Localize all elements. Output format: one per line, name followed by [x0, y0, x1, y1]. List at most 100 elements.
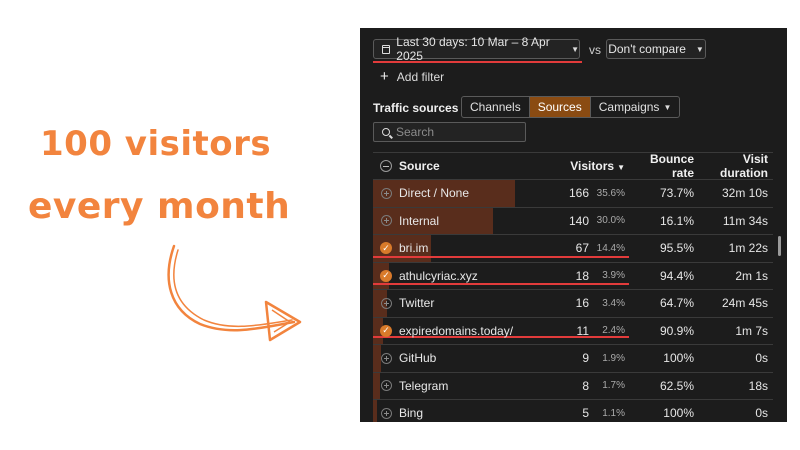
- source-name[interactable]: Direct / None: [399, 186, 470, 201]
- annotation-line-2: every month: [28, 186, 291, 227]
- table-row[interactable]: ✓ expiredomains.today/11 2.4% 90.9% 1m 7s: [373, 317, 773, 345]
- sources-table: Source Visitors ▼ Bounce rate Visit durat…: [373, 152, 773, 422]
- visitors-count: 140: [568, 213, 589, 228]
- visit-duration: 1m 7s: [735, 323, 768, 338]
- tab-campaigns-label: Campaigns: [598, 100, 660, 114]
- visitor-share-bar: [373, 372, 380, 399]
- source-name[interactable]: expiredomains.today/: [399, 323, 514, 338]
- traffic-panel: Last 30 days: 10 Mar – 8 Apr 2025 ▼ vs D…: [360, 28, 787, 422]
- source-name[interactable]: Internal: [399, 213, 440, 228]
- visitors-count: 18: [575, 268, 589, 283]
- search-field[interactable]: Search: [373, 122, 526, 142]
- tab-channels[interactable]: Channels: [462, 97, 530, 117]
- expand-icon[interactable]: [380, 352, 392, 364]
- bounce-rate: 90.9%: [659, 323, 694, 338]
- table-row[interactable]: Twitter 16 3.4% 64.7% 24m 45s: [373, 290, 773, 318]
- calendar-icon: [382, 44, 391, 54]
- visitors-percent: 3.9%: [602, 270, 625, 282]
- header-visitors[interactable]: Visitors ▼: [533, 159, 625, 173]
- compare-label: Don't compare: [608, 42, 686, 56]
- header-visitors-label: Visitors: [570, 159, 615, 173]
- visitors-count: 16: [575, 296, 589, 311]
- compare-dropdown[interactable]: Don't compare ▼: [606, 39, 706, 59]
- table-row[interactable]: Internal 140 30.0% 16.1% 11m 34s: [373, 207, 773, 235]
- visitors-percent: 1.1%: [602, 407, 625, 419]
- visitor-share-bar: [373, 207, 493, 234]
- bounce-rate: 62.5%: [659, 378, 694, 393]
- source-name[interactable]: Bing: [399, 406, 424, 421]
- source-name[interactable]: Twitter: [399, 296, 435, 311]
- collapse-all-icon[interactable]: [380, 160, 392, 172]
- table-row[interactable]: GitHub 9 1.9% 100% 0s: [373, 345, 773, 373]
- visit-duration: 11m 34s: [722, 213, 768, 228]
- header-duration[interactable]: Visit duration: [720, 152, 768, 180]
- header-source[interactable]: Source: [399, 159, 440, 173]
- visitors-count: 8: [582, 378, 589, 393]
- bounce-rate: 94.4%: [659, 268, 694, 283]
- bounce-rate: 64.7%: [659, 296, 694, 311]
- visitors-count: 67: [575, 241, 589, 256]
- date-range-button[interactable]: Last 30 days: 10 Mar – 8 Apr 2025 ▼: [373, 35, 580, 63]
- bounce-rate: 100%: [663, 351, 694, 366]
- visit-duration: 1m 22s: [728, 241, 768, 256]
- visitors-percent: 30.0%: [596, 215, 625, 227]
- expand-icon[interactable]: [380, 380, 392, 392]
- search-placeholder: Search: [396, 125, 435, 139]
- bounce-rate: 73.7%: [659, 186, 694, 201]
- expand-icon[interactable]: [380, 297, 392, 309]
- search-icon: [382, 128, 390, 136]
- bounce-rate: 16.1%: [659, 213, 694, 228]
- date-range-label: Last 30 days: 10 Mar – 8 Apr 2025: [396, 35, 550, 63]
- visitors-count: 5: [582, 406, 589, 421]
- source-name[interactable]: athulcyriac.xyz: [399, 268, 478, 283]
- chevron-down-icon: ▼: [695, 44, 704, 54]
- header-bounce[interactable]: Bounce rate: [649, 152, 694, 180]
- source-name[interactable]: GitHub: [399, 351, 437, 366]
- add-filter-button[interactable]: + Add filter: [380, 68, 444, 85]
- checkmark-icon[interactable]: ✓: [380, 242, 392, 255]
- expand-icon[interactable]: [380, 407, 392, 419]
- visitors-percent: 1.7%: [602, 380, 625, 392]
- visitors-percent: 3.4%: [602, 297, 625, 309]
- checkmark-icon[interactable]: ✓: [380, 324, 392, 337]
- sort-desc-icon: ▼: [617, 163, 625, 172]
- visit-duration: 32m 10s: [721, 186, 768, 201]
- bounce-rate: 100%: [663, 406, 694, 421]
- table-header: Source Visitors ▼ Bounce rate Visit durat…: [373, 152, 773, 180]
- scrollbar-handle[interactable]: [778, 236, 781, 256]
- vs-label: vs: [589, 43, 601, 57]
- table-body: Direct / None 166 35.6% 73.7% 32m 10s Interna…: [373, 180, 773, 422]
- table-row[interactable]: ✓ bri.im 67 14.4% 95.5% 1m 22s: [373, 235, 773, 263]
- chevron-down-icon: ▼: [571, 44, 579, 54]
- highlight-underline: [373, 282, 629, 285]
- table-row[interactable]: Direct / None 166 35.6% 73.7% 32m 10s: [373, 180, 773, 208]
- visitors-count: 11: [576, 323, 589, 338]
- table-row[interactable]: ✓ athulcyriac.xyz 18 3.9% 94.4% 2m 1s: [373, 262, 773, 290]
- source-name[interactable]: bri.im: [399, 241, 429, 256]
- visit-duration: 0s: [755, 406, 768, 421]
- bounce-rate: 95.5%: [659, 241, 694, 256]
- visit-duration: 0s: [755, 351, 768, 366]
- table-row[interactable]: Bing 5 1.1% 100% 0s: [373, 400, 773, 422]
- visit-duration: 24m 45s: [721, 296, 768, 311]
- add-filter-label: Add filter: [396, 69, 445, 84]
- visitor-share-bar: [373, 290, 387, 317]
- expand-icon[interactable]: [380, 187, 392, 199]
- visitor-share-bar: [373, 317, 383, 344]
- source-tabs: Channels Sources Campaigns ▼: [461, 96, 681, 118]
- visitors-count: 166: [568, 186, 589, 201]
- source-name[interactable]: Telegram: [399, 378, 449, 393]
- tab-campaigns[interactable]: Campaigns ▼: [591, 97, 680, 117]
- checkmark-icon[interactable]: ✓: [380, 269, 392, 282]
- table-row[interactable]: Telegram 8 1.7% 62.5% 18s: [373, 372, 773, 400]
- visit-duration: 2m 1s: [735, 268, 768, 283]
- expand-icon[interactable]: [380, 215, 392, 227]
- visitors-count: 9: [582, 351, 589, 366]
- visitors-percent: 14.4%: [596, 242, 625, 254]
- visitor-share-bar: [373, 180, 516, 207]
- plus-icon: +: [380, 68, 389, 85]
- tab-sources[interactable]: Sources: [529, 97, 591, 117]
- visit-duration: 18s: [748, 378, 768, 393]
- visitors-percent: 2.4%: [602, 325, 625, 337]
- hand-drawn-arrow: [167, 244, 302, 342]
